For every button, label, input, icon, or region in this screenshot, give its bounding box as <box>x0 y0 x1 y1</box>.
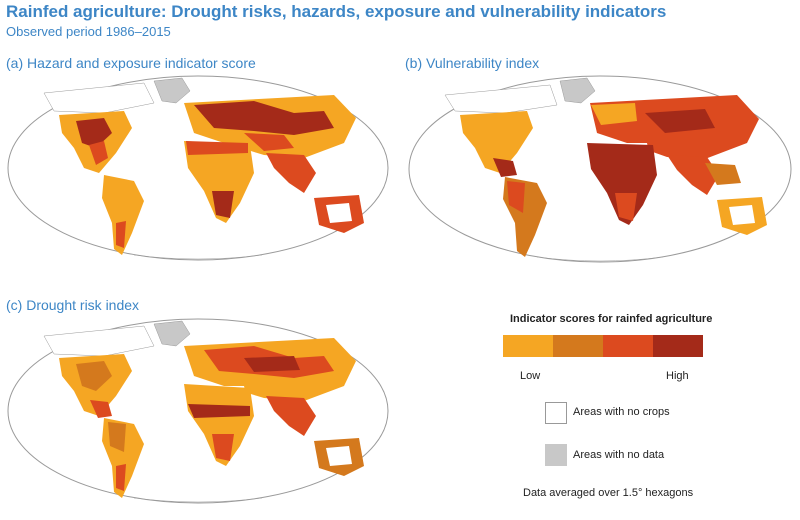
legend-color-ramp <box>503 335 703 357</box>
australia-interior-no-crops <box>326 446 352 466</box>
north-america-region <box>460 111 533 173</box>
legend-swatch-2 <box>553 335 603 357</box>
africa-south-mid <box>615 193 637 221</box>
legend-swatch-1 <box>503 335 553 357</box>
south-america-high <box>116 464 126 491</box>
central-america-region <box>493 158 517 177</box>
greenland-region <box>559 77 596 104</box>
africa-region <box>184 141 254 223</box>
south-america-high <box>116 221 126 248</box>
antarctica-outline <box>536 256 664 262</box>
panel-b-map <box>408 75 792 263</box>
africa-sahel-high <box>188 404 250 418</box>
eurasia-mid <box>244 133 294 151</box>
panel-a-label: (a) Hazard and exposure indicator score <box>6 55 256 71</box>
no-data-label: Areas with no data <box>573 449 665 461</box>
hexagon-note: Data averaged over 1.5° hexagons <box>523 487 694 499</box>
north-america-mid <box>76 361 112 391</box>
panel-c-label: (c) Drought risk index <box>6 297 140 313</box>
south-asia-region <box>266 396 316 436</box>
figure-subtitle: Observed period 1986–2015 <box>6 24 171 39</box>
no-data-swatch <box>545 444 567 466</box>
se-asia-mid <box>705 163 741 185</box>
legend-high-label: High <box>666 370 689 382</box>
africa-south-high <box>212 434 234 461</box>
south-america-mid <box>108 422 126 452</box>
north-america-mid <box>89 141 108 165</box>
greenland-region <box>153 320 191 347</box>
antarctica-outline <box>133 254 263 260</box>
greenland-region <box>153 77 191 104</box>
eurasia-high <box>194 101 334 135</box>
no-crops-label: Areas with no crops <box>573 406 670 418</box>
panel-b-label: (b) Vulnerability index <box>405 55 540 71</box>
legend-swatch-3 <box>603 335 653 357</box>
north-america-high <box>76 118 112 148</box>
arctic-no-crops <box>444 84 558 114</box>
antarctica-outline <box>133 497 263 503</box>
south-america-high <box>507 181 525 213</box>
australia-interior-no-crops <box>326 203 352 223</box>
figure-title: Rainfed agriculture: Drought risks, haza… <box>6 2 667 21</box>
africa-south-high <box>212 191 234 218</box>
south-asia-region <box>667 155 719 195</box>
legend-swatch-4 <box>653 335 703 357</box>
south-asia-region <box>266 153 316 193</box>
legend-title: Indicator scores for rainfed agriculture <box>510 313 713 325</box>
panel-c-map <box>7 318 389 504</box>
south-america-region <box>102 175 144 255</box>
central-america-region <box>90 400 112 418</box>
africa-north-high <box>186 141 248 155</box>
arctic-no-crops <box>43 325 155 357</box>
legend-low-label: Low <box>520 370 541 382</box>
europe-low <box>591 103 637 125</box>
panel-a-map <box>7 75 389 261</box>
africa-region <box>587 143 657 225</box>
central-asia-high <box>244 356 300 372</box>
australia-interior-no-crops <box>729 205 755 225</box>
no-crops-swatch <box>545 402 567 424</box>
arctic-no-crops <box>43 82 155 114</box>
central-asia-high <box>645 109 715 133</box>
